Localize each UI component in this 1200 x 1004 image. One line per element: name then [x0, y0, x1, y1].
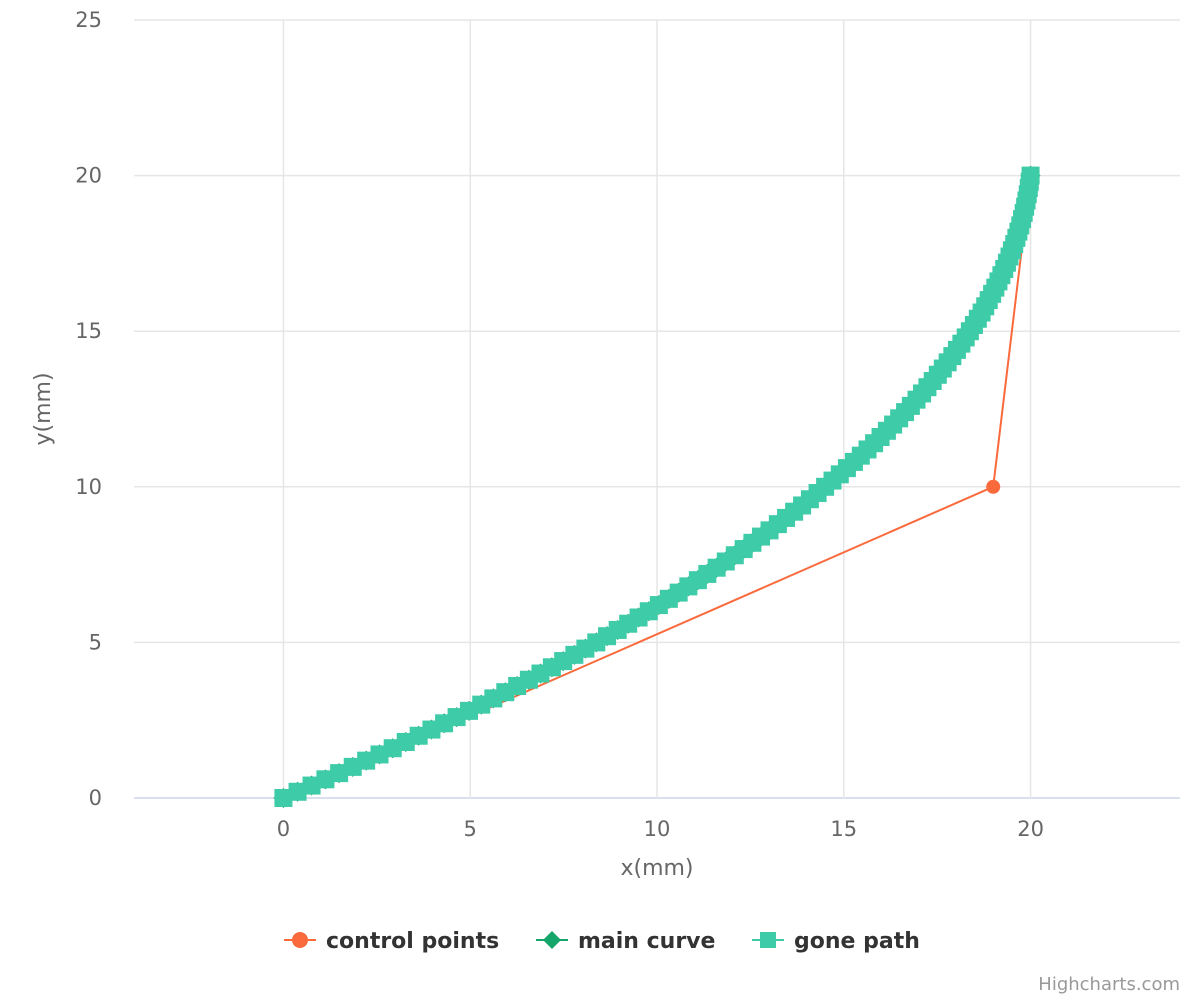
y-tick-label: 0	[89, 786, 102, 810]
y-tick-label: 20	[75, 164, 102, 188]
grid	[134, 19, 1180, 799]
data-point	[274, 789, 293, 807]
legend-symbol-square-icon	[760, 932, 776, 948]
legend-item-main-curve[interactable]: main curve	[536, 929, 715, 954]
x-tick-label: 10	[644, 817, 671, 841]
x-tick-label: 5	[464, 817, 477, 841]
y-axis-title: y(mm)	[31, 372, 56, 445]
legend-label: gone path	[794, 929, 920, 954]
credits-link[interactable]: Highcharts.com	[1038, 974, 1180, 995]
legend-label: main curve	[578, 929, 715, 954]
axes: 0 5 10 15 20 25 0 5 10 15 20 x(mm) y(mm)	[31, 8, 1044, 881]
legend-symbol-circle-icon	[292, 932, 308, 948]
data-point	[986, 479, 1001, 494]
legend-item-gone-path[interactable]: gone path	[752, 929, 920, 954]
y-tick-label: 25	[75, 8, 102, 32]
data-point	[288, 782, 307, 801]
x-axis-title: x(mm)	[620, 856, 693, 881]
x-tick-label: 20	[1017, 817, 1044, 841]
legend-label: control points	[326, 929, 499, 954]
legend-symbol-diamond-icon	[543, 931, 561, 949]
legend-item-control-points[interactable]: control points	[284, 929, 499, 954]
y-tick-label: 15	[75, 319, 102, 343]
data-point	[330, 764, 349, 783]
plot-series	[273, 165, 1041, 808]
data-point	[316, 770, 335, 789]
legend: control points main curve gone path	[284, 929, 920, 954]
series-gone-path[interactable]	[274, 166, 1040, 807]
data-point	[1021, 166, 1040, 185]
x-tick-label: 15	[830, 817, 857, 841]
y-tick-label: 5	[89, 630, 102, 654]
y-tick-label: 10	[75, 475, 102, 499]
x-tick-label: 0	[277, 817, 290, 841]
data-point	[302, 776, 321, 795]
